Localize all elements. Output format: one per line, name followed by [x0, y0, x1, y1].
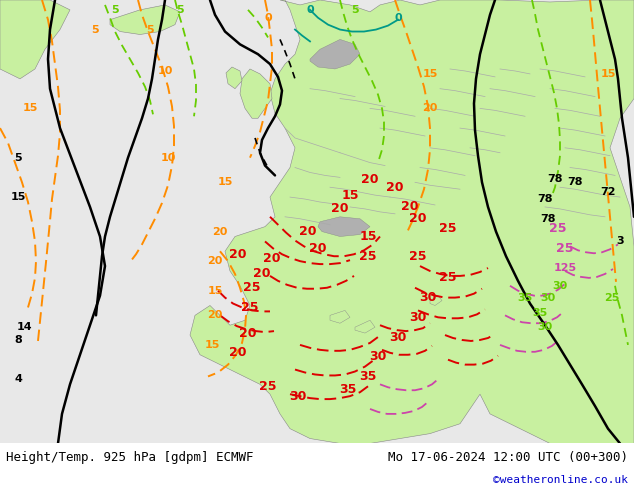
Text: 5: 5 [91, 24, 99, 35]
Text: 8: 8 [14, 335, 22, 345]
Text: 0: 0 [306, 5, 314, 15]
Polygon shape [240, 69, 272, 118]
Text: 0: 0 [264, 13, 272, 23]
Text: 25: 25 [259, 380, 277, 393]
Polygon shape [330, 311, 350, 323]
Text: 30: 30 [370, 350, 387, 363]
Text: 30: 30 [419, 291, 437, 304]
Text: 20: 20 [309, 242, 327, 255]
Text: 30: 30 [540, 293, 555, 303]
Text: 25: 25 [556, 242, 574, 255]
Text: 20: 20 [386, 181, 404, 194]
Text: 78: 78 [547, 174, 563, 184]
Text: 15: 15 [204, 340, 220, 350]
Text: 15: 15 [217, 177, 233, 187]
Text: 35: 35 [533, 308, 548, 318]
Text: 5: 5 [351, 5, 359, 15]
Text: 15: 15 [341, 189, 359, 201]
Text: 25: 25 [242, 301, 259, 314]
Polygon shape [355, 320, 375, 333]
Text: 35: 35 [517, 293, 533, 303]
Text: 30: 30 [410, 311, 427, 324]
Text: 15: 15 [422, 69, 437, 79]
Text: 20: 20 [207, 256, 223, 266]
Text: 0: 0 [394, 13, 402, 23]
Text: 20: 20 [263, 252, 281, 265]
Text: 15: 15 [22, 103, 37, 113]
Text: 35: 35 [359, 370, 377, 383]
Text: 78: 78 [537, 194, 553, 204]
Text: ©weatheronline.co.uk: ©weatheronline.co.uk [493, 475, 628, 485]
Text: 25: 25 [549, 222, 567, 235]
Text: 20: 20 [422, 103, 437, 113]
Text: 25: 25 [410, 250, 427, 263]
Text: 14: 14 [17, 322, 33, 332]
Text: 72: 72 [600, 187, 616, 197]
Text: 5: 5 [111, 5, 119, 15]
Text: 5: 5 [146, 24, 154, 35]
Text: Mo 17-06-2024 12:00 UTC (00+300): Mo 17-06-2024 12:00 UTC (00+300) [387, 451, 628, 464]
Text: 4: 4 [14, 374, 22, 384]
Text: 15: 15 [600, 69, 616, 79]
Text: 10: 10 [157, 66, 172, 76]
Text: 20: 20 [401, 200, 418, 214]
Polygon shape [310, 39, 360, 69]
Text: 20: 20 [361, 173, 378, 186]
Text: 20: 20 [239, 326, 257, 340]
Text: 125: 125 [553, 263, 576, 273]
Text: 20: 20 [230, 248, 247, 261]
Text: 20: 20 [299, 225, 317, 238]
Text: 30: 30 [389, 331, 406, 343]
Polygon shape [0, 0, 70, 79]
Text: 5: 5 [14, 153, 22, 163]
Text: 25: 25 [604, 293, 619, 303]
Polygon shape [190, 0, 634, 443]
Text: 25: 25 [439, 222, 456, 235]
Text: 35: 35 [339, 383, 357, 396]
Text: 20: 20 [410, 212, 427, 225]
Text: 20: 20 [230, 346, 247, 359]
Text: 78: 78 [567, 177, 583, 187]
Text: 25: 25 [439, 271, 456, 284]
Text: 15: 15 [359, 230, 377, 243]
Text: Height/Temp. 925 hPa [gdpm] ECMWF: Height/Temp. 925 hPa [gdpm] ECMWF [6, 451, 254, 464]
Text: 10: 10 [160, 153, 176, 163]
Text: 20: 20 [212, 226, 228, 237]
Polygon shape [110, 5, 180, 34]
Text: 20: 20 [253, 268, 271, 280]
Polygon shape [226, 67, 242, 89]
Text: 15: 15 [10, 192, 26, 202]
Text: 3: 3 [616, 237, 624, 246]
Text: 30: 30 [538, 322, 553, 332]
Text: 25: 25 [359, 250, 377, 263]
Text: 15: 15 [207, 286, 223, 295]
Polygon shape [318, 217, 370, 237]
Text: 25: 25 [243, 281, 261, 294]
Text: 20: 20 [331, 202, 349, 216]
Text: 78: 78 [540, 214, 556, 224]
Text: 20: 20 [207, 310, 223, 320]
Polygon shape [0, 0, 60, 39]
Text: 30: 30 [552, 281, 567, 291]
Text: 5: 5 [176, 5, 184, 15]
Text: 30: 30 [289, 390, 307, 403]
Polygon shape [430, 295, 442, 305]
